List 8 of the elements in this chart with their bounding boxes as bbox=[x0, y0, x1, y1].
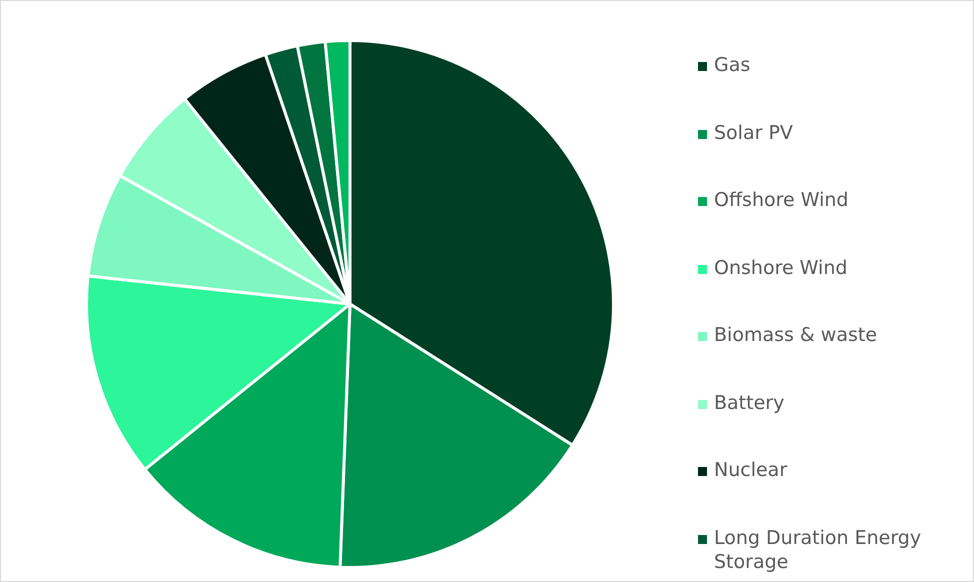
legend-label: Long Duration Energy Storage bbox=[714, 526, 922, 574]
legend-label: Biomass & waste bbox=[714, 323, 878, 347]
legend-label: Onshore Wind bbox=[714, 256, 848, 280]
legend-label: Gas bbox=[714, 53, 750, 77]
legend-label: Nuclear bbox=[714, 458, 788, 482]
legend-label: Offshore Wind bbox=[714, 188, 848, 212]
legend-label: Solar PV bbox=[714, 120, 793, 144]
legend-label: Battery bbox=[714, 390, 784, 414]
